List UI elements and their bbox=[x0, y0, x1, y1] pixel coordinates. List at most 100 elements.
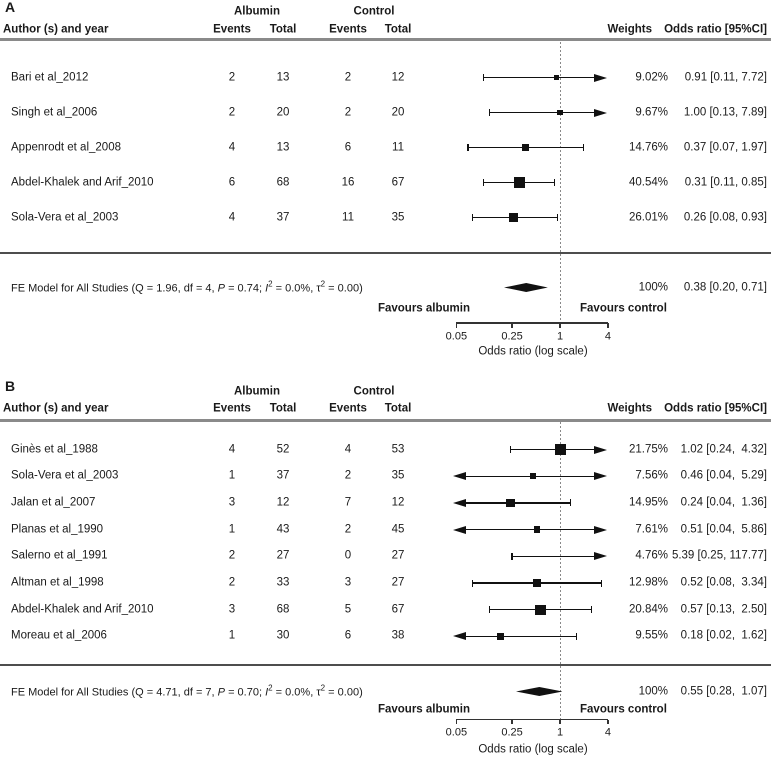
albumin-events-value: 2 bbox=[228, 549, 236, 562]
x-axis-title: Odds ratio (log scale) bbox=[478, 742, 588, 755]
control-total-value: 12 bbox=[391, 496, 405, 509]
weight-value: 9.55% bbox=[635, 629, 668, 642]
x-axis-tick-label: 4 bbox=[604, 330, 612, 342]
column-header-total-control: Total bbox=[384, 23, 412, 35]
summary-diamond bbox=[515, 687, 563, 696]
albumin-total-value: 13 bbox=[276, 71, 290, 83]
study-author-label: Singh et al_2006 bbox=[11, 106, 98, 118]
point-estimate-marker bbox=[509, 213, 518, 222]
albumin-total-value: 20 bbox=[276, 106, 290, 118]
favours-right-label: Favours control bbox=[580, 302, 667, 314]
x-axis-tick bbox=[559, 719, 561, 724]
odds-ratio-value: 0.24 [0.04, 1.36] bbox=[680, 496, 767, 509]
ci-left-cap bbox=[510, 446, 512, 453]
x-axis-tick bbox=[559, 323, 561, 328]
control-total-value: 35 bbox=[391, 211, 405, 223]
albumin-total-value: 43 bbox=[276, 523, 290, 536]
x-axis-tick bbox=[455, 719, 457, 724]
weight-value: 4.76% bbox=[635, 549, 668, 562]
ci-right-arrow bbox=[593, 445, 607, 454]
albumin-total-value: 12 bbox=[276, 496, 290, 509]
control-events-value: 3 bbox=[344, 576, 352, 589]
albumin-events-value: 3 bbox=[228, 603, 236, 616]
x-axis-title: Odds ratio (log scale) bbox=[478, 344, 588, 357]
column-header-events-control: Events bbox=[329, 23, 367, 35]
ci-right-cap bbox=[556, 214, 559, 221]
study-author-label: Sola-Vera et al_2003 bbox=[11, 211, 119, 223]
summary-odds-ratio-value: 0.38 [0.20, 0.71] bbox=[683, 281, 767, 293]
albumin-total-value: 30 bbox=[276, 629, 290, 642]
column-header-weights: Weights bbox=[607, 402, 652, 414]
ci-line bbox=[483, 76, 598, 79]
group-header-albumin: Albumin bbox=[234, 5, 280, 18]
point-estimate-marker bbox=[555, 444, 566, 455]
albumin-total-value: 52 bbox=[276, 443, 290, 455]
odds-ratio-value: 0.18 [0.02, 1.62] bbox=[680, 629, 767, 642]
summary-rule bbox=[0, 664, 771, 666]
ci-right-arrow bbox=[593, 108, 607, 117]
control-events-value: 11 bbox=[342, 211, 354, 223]
ci-line bbox=[489, 111, 598, 114]
column-header-author: Author (s) and year bbox=[3, 23, 109, 35]
weight-value: 21.75% bbox=[628, 443, 668, 455]
study-author-label: Bari et al_2012 bbox=[11, 71, 89, 83]
x-axis-line bbox=[456, 322, 608, 324]
ci-right-cap bbox=[601, 579, 603, 587]
column-header-events-control: Events bbox=[329, 402, 367, 414]
weight-value: 20.84% bbox=[628, 603, 668, 616]
control-events-value: 2 bbox=[344, 71, 352, 83]
x-axis-tick bbox=[511, 323, 513, 328]
favours-left-label: Favours albumin bbox=[377, 302, 470, 314]
control-events-value: 2 bbox=[344, 523, 352, 536]
column-header-odds-ratio: Odds ratio [95%CI] bbox=[664, 402, 767, 414]
odds-ratio-value: 0.52 [0.08, 3.34] bbox=[680, 576, 767, 589]
panel-label: A bbox=[5, 0, 16, 15]
control-events-value: 6 bbox=[344, 629, 352, 642]
ci-line bbox=[512, 555, 598, 557]
weight-value: 7.61% bbox=[635, 523, 668, 536]
column-header-events-albumin: Events bbox=[213, 402, 251, 414]
control-total-value: 45 bbox=[391, 523, 405, 536]
group-header-albumin: Albumin bbox=[234, 385, 280, 397]
albumin-events-value: 4 bbox=[228, 141, 236, 153]
study-author-label: Appenrodt et al_2008 bbox=[11, 141, 121, 153]
albumin-events-value: 2 bbox=[228, 71, 236, 83]
panel-label: B bbox=[5, 378, 16, 394]
x-axis-tick bbox=[607, 323, 609, 328]
weight-value: 12.98% bbox=[628, 576, 668, 589]
albumin-total-value: 33 bbox=[276, 576, 290, 589]
albumin-events-value: 1 bbox=[228, 469, 236, 482]
odds-ratio-value: 0.37 [0.07, 1.97] bbox=[683, 141, 767, 153]
point-estimate-marker bbox=[514, 177, 525, 188]
albumin-events-value: 3 bbox=[228, 496, 236, 509]
control-total-value: 67 bbox=[391, 603, 405, 616]
odds-ratio-value: 0.26 [0.08, 0.93] bbox=[683, 211, 767, 223]
ci-left-arrow bbox=[452, 498, 466, 507]
control-events-value: 2 bbox=[344, 106, 352, 118]
summary-diamond bbox=[504, 283, 549, 292]
point-estimate-marker bbox=[530, 473, 537, 480]
albumin-events-value: 4 bbox=[228, 443, 236, 455]
ci-right-cap bbox=[553, 179, 555, 186]
x-axis-tick-label: 0.05 bbox=[445, 726, 468, 739]
albumin-events-value: 4 bbox=[228, 211, 236, 223]
x-axis-tick-label: 1 bbox=[556, 330, 564, 342]
favours-left-label: Favours albumin bbox=[377, 703, 470, 715]
odds-ratio-value: 0.57 [0.13, 2.50] bbox=[680, 603, 767, 616]
odds-ratio-value: 1.00 [0.13, 7.89] bbox=[683, 106, 767, 118]
summary-odds-ratio-value: 0.55 [0.28, 1.07] bbox=[680, 685, 767, 697]
control-events-value: 16 bbox=[341, 176, 355, 188]
study-author-label: Ginès et al_1988 bbox=[11, 443, 98, 455]
x-axis-tick-label: 0.25 bbox=[501, 726, 523, 739]
albumin-events-value: 1 bbox=[228, 523, 236, 536]
ci-right-arrow bbox=[593, 73, 607, 82]
odds-ratio-value: 0.46 [0.04, 5.29] bbox=[680, 469, 767, 482]
albumin-total-value: 13 bbox=[276, 141, 290, 153]
albumin-total-value: 37 bbox=[276, 469, 290, 482]
odds-ratio-value: 5.39 [0.25, 117.77] bbox=[671, 549, 767, 562]
ci-left-arrow bbox=[452, 525, 466, 534]
albumin-events-value: 1 bbox=[228, 629, 236, 642]
albumin-total-value: 27 bbox=[276, 549, 290, 562]
